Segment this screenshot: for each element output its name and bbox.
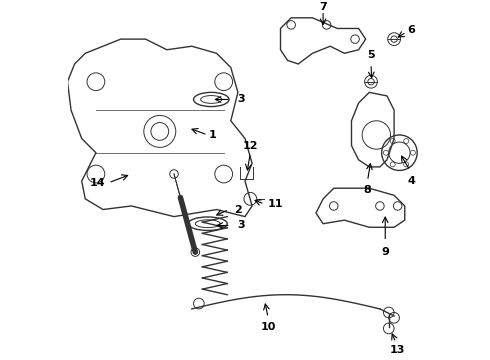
Text: 12: 12 [243, 141, 258, 150]
Text: 14: 14 [90, 178, 105, 188]
Text: 3: 3 [238, 94, 245, 104]
Text: 10: 10 [260, 322, 276, 332]
Text: 13: 13 [390, 345, 405, 355]
Text: 11: 11 [268, 199, 283, 209]
Text: 2: 2 [234, 204, 242, 215]
Text: 6: 6 [407, 25, 415, 35]
Text: 1: 1 [209, 130, 217, 140]
Text: 9: 9 [381, 247, 389, 257]
Text: 3: 3 [238, 220, 245, 230]
Text: 4: 4 [408, 176, 416, 186]
Text: 7: 7 [319, 2, 327, 12]
Text: 8: 8 [364, 185, 371, 195]
Text: 5: 5 [367, 50, 375, 60]
